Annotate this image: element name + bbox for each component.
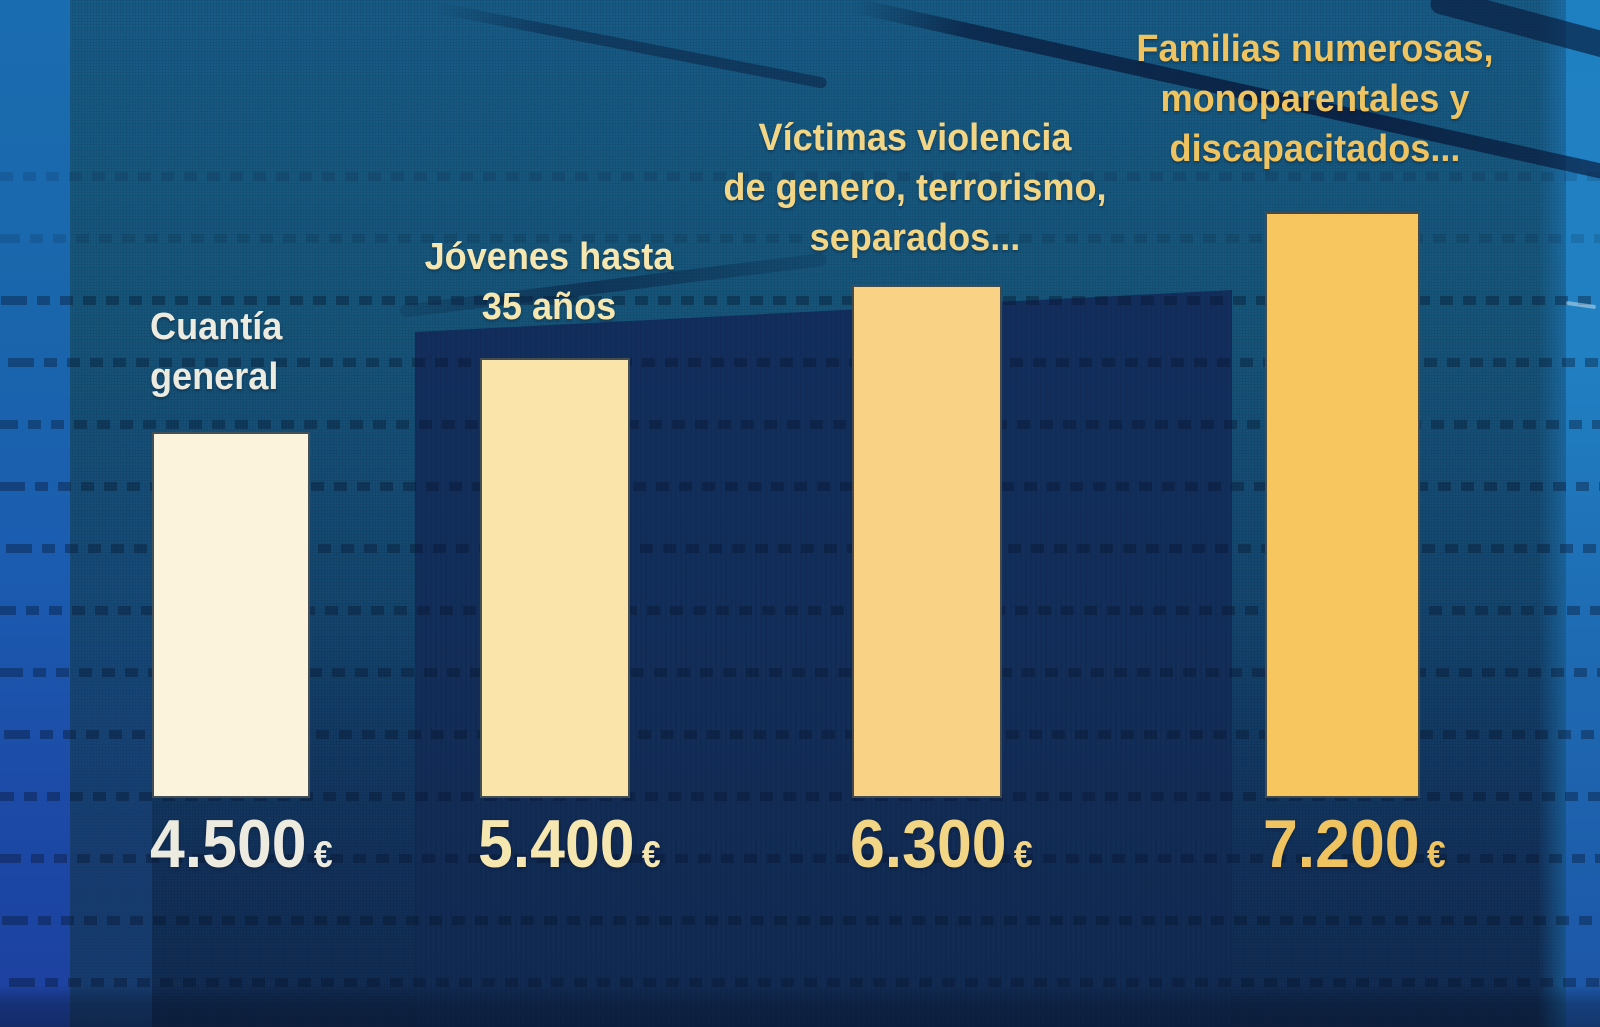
bar-category-label-line: Familias numerosas, bbox=[1136, 28, 1494, 70]
bar-value-number: 6.300 bbox=[850, 806, 1007, 882]
bar-category-label-line: Víctimas violencia bbox=[758, 117, 1072, 159]
bar-2 bbox=[480, 358, 630, 798]
bar-value-number: 5.400 bbox=[478, 806, 635, 882]
bar-value-label: 5.400 € bbox=[478, 810, 661, 889]
euro-symbol: € bbox=[1013, 834, 1033, 875]
dashed-row bbox=[0, 482, 1600, 491]
bar-value-label: 4.500 € bbox=[150, 810, 333, 889]
bar-category-label-line: separados... bbox=[809, 217, 1021, 259]
bar-value-label: 7.200 € bbox=[1263, 810, 1446, 889]
bar-4 bbox=[1265, 212, 1420, 798]
dashed-row bbox=[0, 420, 1600, 429]
bar-category-label: Cuantía general bbox=[150, 302, 282, 402]
dashed-row bbox=[0, 234, 1600, 243]
bar-category-label-line: de genero, terrorismo, bbox=[723, 167, 1107, 209]
dashed-row bbox=[0, 978, 1600, 987]
bar-category-label: Jóvenes hasta 35 años bbox=[378, 232, 720, 332]
bar-category-label: Víctimas violencia de genero, terrorismo,… bbox=[687, 113, 1143, 263]
dashed-row bbox=[0, 544, 1600, 553]
bar-category-label-line: 35 años bbox=[481, 286, 617, 328]
bar-category-label-line: general bbox=[150, 356, 279, 398]
euro-symbol: € bbox=[1426, 834, 1446, 875]
left-blue-strip bbox=[0, 0, 70, 1027]
bar-value-number: 4.500 bbox=[150, 806, 307, 882]
bar-category-label-line: discapacitados... bbox=[1169, 128, 1461, 170]
dashed-row bbox=[0, 358, 1600, 367]
bar-category-label-line: Cuantía bbox=[150, 306, 283, 348]
dashed-row bbox=[0, 606, 1600, 615]
light-blue-column bbox=[70, 0, 152, 1027]
euro-symbol: € bbox=[313, 834, 333, 875]
bar-category-label: Familias numerosas, monoparentales y disca… bbox=[1097, 24, 1534, 174]
dashed-row bbox=[0, 730, 1600, 739]
bar-value-number: 7.200 bbox=[1263, 806, 1420, 882]
bar-value-label: 6.300 € bbox=[850, 810, 1033, 889]
dashed-row bbox=[0, 296, 1600, 305]
euro-symbol: € bbox=[641, 834, 661, 875]
dashed-row bbox=[0, 916, 1600, 925]
dashed-row bbox=[0, 792, 1600, 801]
bottom-shadow-band bbox=[0, 985, 1600, 1027]
dashed-row bbox=[0, 172, 1600, 181]
bar-3 bbox=[852, 285, 1002, 798]
bar-1 bbox=[152, 432, 310, 798]
bar-category-label-line: monoparentales y bbox=[1160, 78, 1470, 120]
dashed-row bbox=[0, 854, 1600, 863]
dashed-row bbox=[0, 668, 1600, 677]
bar-category-label-line: Jóvenes hasta bbox=[424, 236, 674, 278]
